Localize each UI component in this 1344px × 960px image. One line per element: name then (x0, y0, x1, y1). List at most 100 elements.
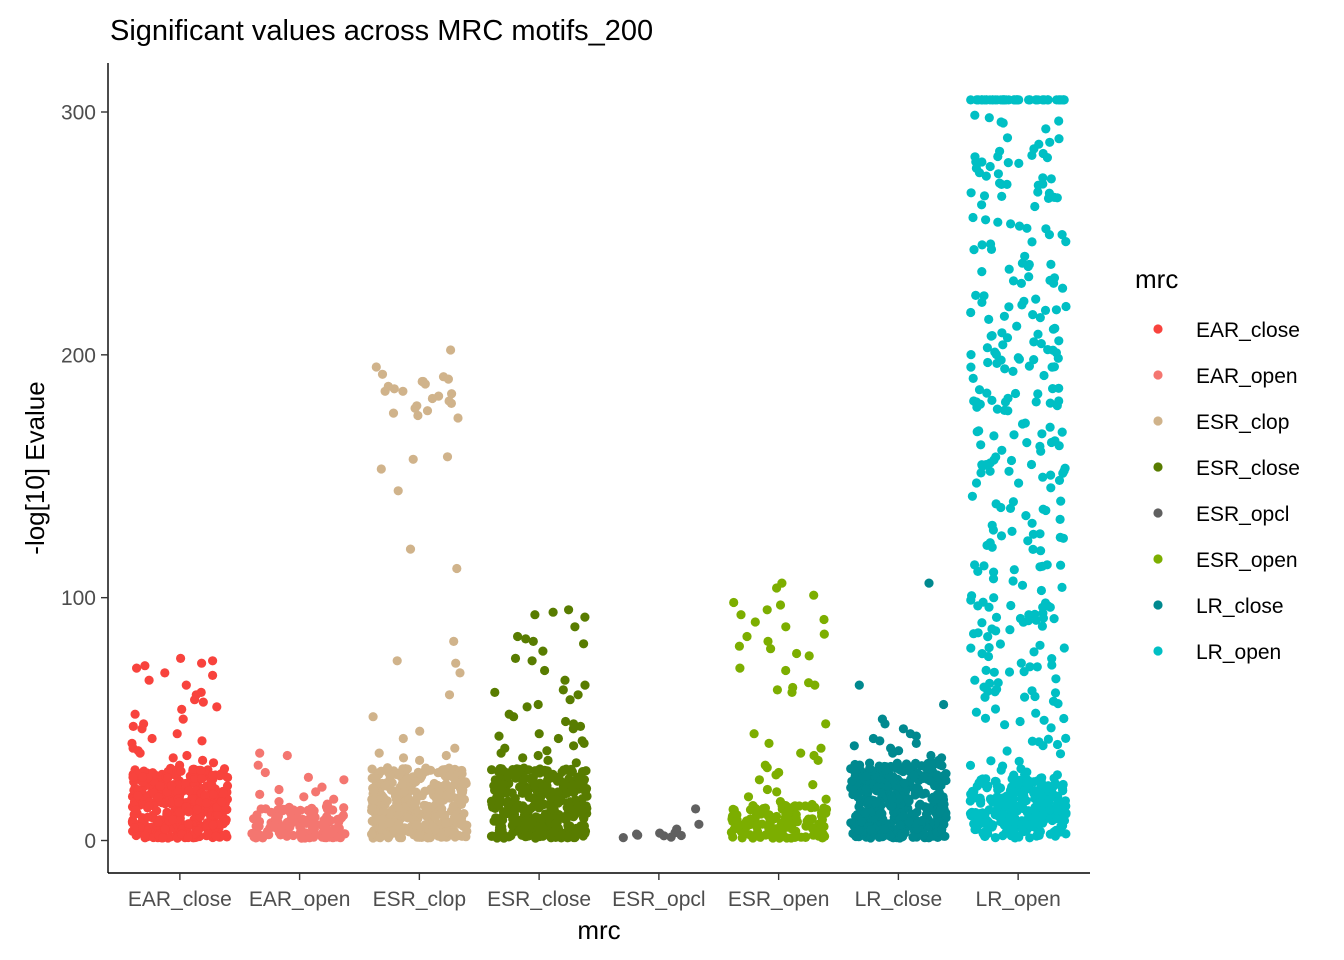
point-ESR_close (504, 768, 515, 778)
point-LR_close (912, 807, 922, 817)
point-LR_close (898, 811, 908, 821)
point-ESR_close (572, 772, 583, 782)
point-LR_open (985, 466, 995, 476)
point-LR_close (849, 741, 859, 751)
point-ESR_clop (377, 369, 388, 379)
point-ESR_clop (408, 454, 418, 464)
point-LR_open (1033, 798, 1043, 808)
point-ESR_open (763, 636, 773, 647)
point-LR_open (974, 385, 985, 395)
point-LR_open (1059, 800, 1069, 810)
point-ESR_close (564, 832, 574, 842)
point-EAR_close (200, 790, 210, 800)
point-EAR_open (285, 822, 295, 832)
point-ESR_close (534, 729, 544, 739)
point-ESR_clop (375, 833, 385, 843)
point-LR_close (847, 776, 857, 786)
point-LR_open (997, 445, 1007, 455)
point-LR_open (968, 373, 978, 383)
point-LR_open (1006, 600, 1016, 611)
point-LR_close (879, 824, 890, 834)
point-LR_close (924, 578, 934, 588)
point-ESR_clop (427, 393, 437, 404)
point-LR_close (909, 770, 919, 781)
point-EAR_close (197, 658, 207, 668)
x-axis-title: mrc (577, 915, 620, 945)
point-ESR_clop (446, 398, 456, 408)
legend-label: ESR_opcl (1196, 503, 1289, 526)
point-LR_close (854, 680, 864, 690)
point-ESR_close (548, 607, 558, 617)
point-ESR_open (783, 808, 793, 818)
point-EAR_open (282, 750, 292, 761)
point-ESR_clop (371, 362, 381, 372)
point-EAR_close (140, 661, 150, 671)
point-LR_open (981, 171, 991, 181)
point-ESR_clop (457, 769, 467, 779)
x-tick-label: LR_close (855, 888, 943, 911)
point-ESR_close (495, 828, 505, 838)
point-LR_open (989, 593, 999, 603)
point-LR_open (977, 200, 987, 210)
point-EAR_close (130, 709, 140, 719)
point-ESR_open (821, 804, 832, 815)
point-LR_open (1005, 625, 1015, 635)
point-EAR_close (207, 780, 217, 790)
point-EAR_close (207, 770, 218, 781)
point-EAR_close (144, 801, 154, 811)
point-EAR_close (197, 736, 207, 746)
point-ESR_close (582, 791, 592, 801)
point-EAR_close (208, 758, 219, 768)
point-LR_open (985, 161, 995, 172)
point-ESR_clop (395, 825, 405, 835)
point-EAR_open (255, 748, 265, 758)
point-LR_open (998, 809, 1008, 819)
point-EAR_close (147, 733, 157, 744)
point-ESR_close (553, 733, 564, 744)
point-ESR_close (512, 768, 523, 779)
point-LR_open (1025, 662, 1035, 672)
point-EAR_close (197, 774, 207, 784)
point-LR_open (1035, 640, 1045, 650)
point-LR_open (1054, 116, 1064, 126)
point-EAR_close (174, 797, 184, 807)
point-LR_open (1008, 366, 1018, 376)
point-EAR_close (168, 814, 178, 825)
point-ESR_clop (384, 818, 394, 828)
point-LR_open (982, 343, 993, 353)
point-ESR_open (741, 817, 751, 827)
point-ESR_close (524, 765, 534, 775)
point-LR_open (1051, 674, 1061, 684)
point-ESR_close (494, 731, 504, 741)
point-ESR_close (511, 804, 521, 814)
point-ESR_clop (392, 656, 402, 666)
point-LR_open (970, 110, 980, 120)
point-ESR_open (791, 813, 801, 823)
point-EAR_open (256, 804, 266, 814)
legend-label: ESR_open (1196, 549, 1298, 572)
point-EAR_open (255, 789, 265, 800)
point-ESR_clop (413, 410, 423, 421)
point-LR_open (1033, 180, 1043, 190)
point-ESR_open (748, 801, 758, 811)
point-ESR_close (508, 712, 519, 722)
point-LR_open (1028, 544, 1038, 555)
point-LR_open (1056, 560, 1066, 570)
point-LR_open (1038, 741, 1048, 751)
point-LR_close (875, 736, 885, 746)
point-LR_open (1046, 723, 1056, 733)
point-LR_open (1036, 339, 1046, 349)
point-LR_close (911, 738, 921, 749)
point-EAR_close (160, 668, 170, 678)
point-EAR_open (339, 803, 349, 813)
point-LR_open (998, 831, 1008, 841)
point-EAR_close (208, 789, 218, 800)
point-LR_open (1033, 329, 1043, 339)
point-LR_open (987, 542, 997, 552)
point-LR_open (991, 612, 1002, 623)
point-LR_open (1047, 654, 1057, 664)
point-LR_close (917, 789, 927, 799)
point-EAR_close (135, 748, 145, 758)
point-EAR_close (182, 750, 192, 761)
point-LR_open (1033, 389, 1043, 399)
